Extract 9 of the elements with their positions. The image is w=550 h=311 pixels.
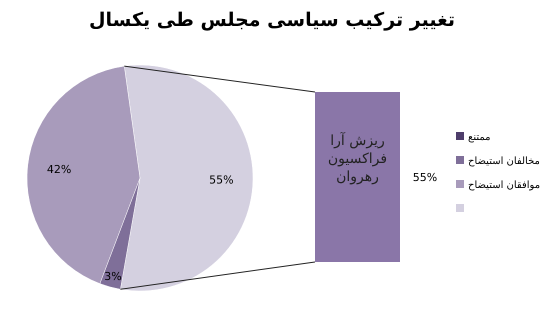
chart-title: تغییر ترکیب سیاسی مجلس طی یکسال	[89, 9, 455, 31]
data-label: 3%	[104, 270, 122, 284]
legend-label: مخالفان استیضاح	[468, 156, 540, 167]
legend-label: موافقان استیضاح	[468, 180, 540, 191]
legend-label: ممتنع	[468, 132, 490, 143]
text: ریزش آرا فراکسیون رهروان	[326, 132, 388, 187]
data-label: 42%	[46, 162, 72, 176]
data-label: 55%	[412, 171, 438, 184]
data-label: 55%	[209, 173, 234, 186]
